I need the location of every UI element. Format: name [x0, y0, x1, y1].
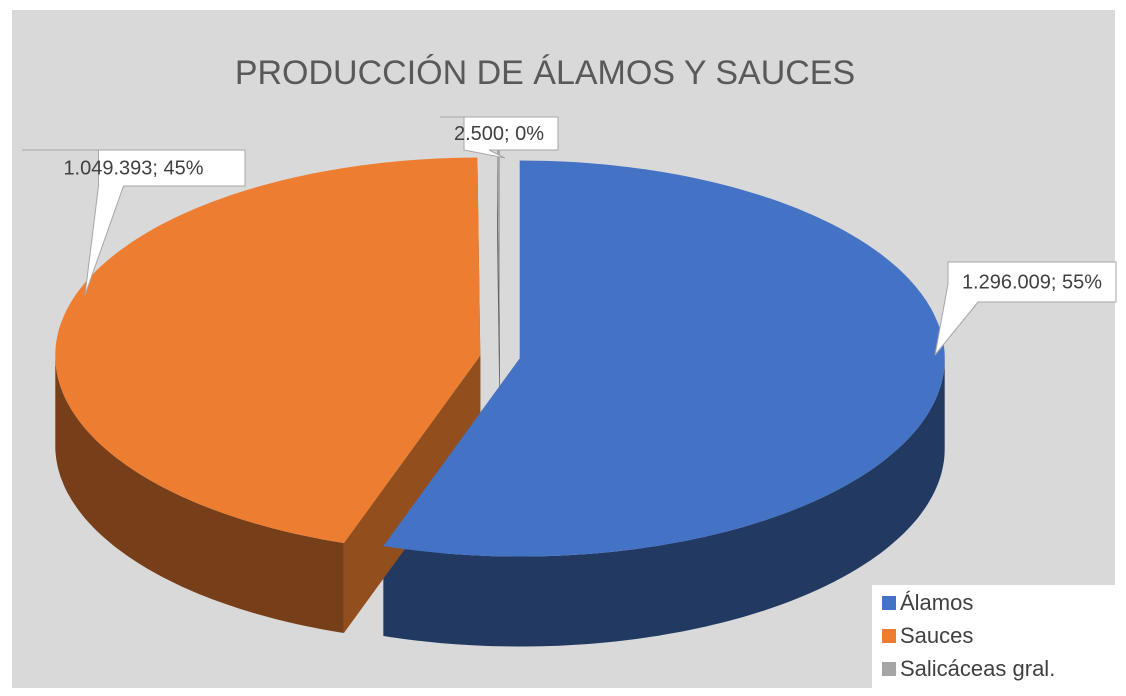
- legend-label: Salicáceas gral.: [900, 656, 1055, 681]
- slice-side: [383, 358, 945, 647]
- legend-swatch: [882, 629, 896, 643]
- data-label: 2.500; 0%: [454, 123, 544, 145]
- slice: [497, 149, 500, 348]
- legend-swatch: [882, 662, 896, 676]
- legend: [872, 585, 1115, 688]
- slice-wall: [343, 355, 481, 633]
- data-label: 1.049.393; 45%: [63, 157, 203, 179]
- legend-label: Álamos: [900, 590, 973, 615]
- data-label: 1.296.009; 55%: [962, 271, 1102, 293]
- label-callout: [22, 149, 246, 296]
- slice-side: [55, 355, 344, 633]
- slice: [55, 157, 481, 543]
- legend-label: Sauces: [900, 623, 973, 648]
- slice-wall: [497, 149, 500, 438]
- label-callout: [440, 116, 559, 159]
- slice: [383, 160, 945, 557]
- label-callout: [934, 261, 1117, 356]
- legend-swatch: [882, 596, 896, 610]
- chart-title: PRODUCCIÓN DE ÁLAMOS Y SAUCES: [235, 54, 855, 92]
